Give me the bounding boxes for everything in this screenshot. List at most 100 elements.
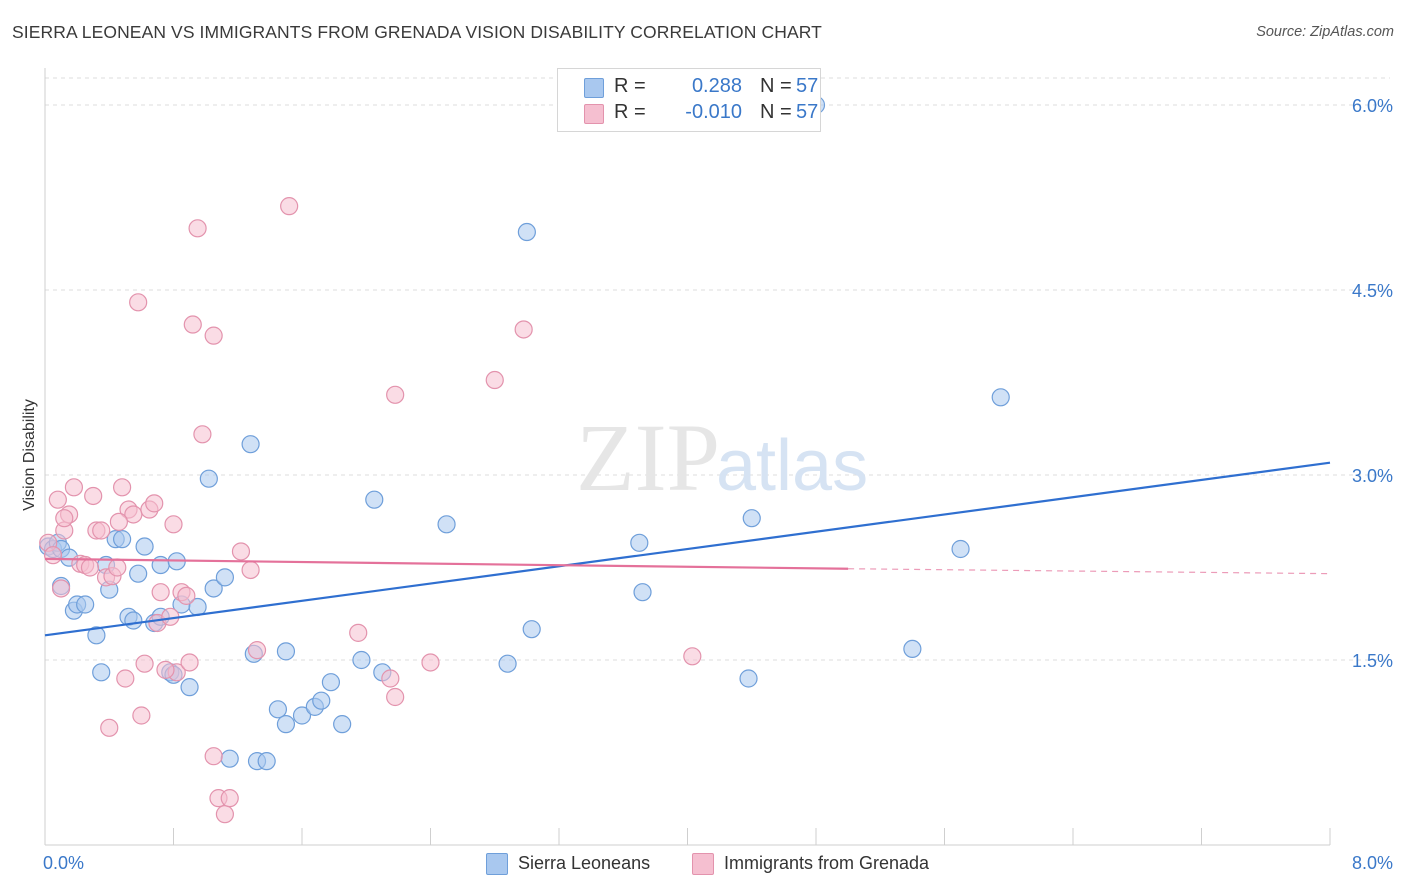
point-grenada: [241, 560, 260, 580]
legend-n-label: N =: [760, 75, 792, 97]
point-grenada: [100, 718, 119, 737]
legend-swatch-blue: [486, 853, 508, 875]
point-sierra-leonean: [112, 530, 132, 549]
point-grenada: [180, 653, 199, 672]
point-grenada: [84, 486, 103, 506]
legend-r-label: R =: [614, 75, 646, 97]
point-sierra-leonean: [135, 537, 154, 556]
point-grenada: [204, 747, 223, 766]
point-sierra-leonean: [129, 564, 148, 583]
point-sierra-leonean: [276, 715, 296, 734]
point-sierra-leonean: [522, 620, 541, 639]
tick-labels: 1.5% 3.0% 4.5% 6.0% 0.0% 8.0%: [43, 96, 1393, 873]
point-sierra-leonean: [220, 749, 239, 768]
point-grenada: [64, 478, 84, 497]
x-tick-label: 0.0%: [43, 853, 84, 873]
point-sierra-leonean: [87, 626, 106, 645]
point-grenada: [485, 370, 504, 390]
y-tick-label: 1.5%: [1352, 651, 1393, 671]
point-sierra-leonean: [199, 469, 218, 488]
point-grenada: [349, 623, 368, 642]
source-label: Source: ZipAtlas.com: [1256, 24, 1394, 40]
point-sierra-leonean: [124, 611, 143, 630]
point-grenada: [135, 654, 154, 673]
legend-r-label: R =: [614, 101, 646, 123]
point-sierra-leonean: [204, 579, 223, 598]
point-sierra-leonean: [180, 678, 199, 697]
legend-n-value: 57: [796, 101, 819, 123]
point-grenada: [204, 326, 223, 345]
point-grenada: [132, 706, 151, 725]
point-grenada: [193, 425, 212, 444]
point-grenada: [48, 490, 67, 509]
point-grenada: [381, 669, 400, 688]
point-sierra-leonean: [742, 509, 761, 528]
point-grenada: [156, 660, 175, 679]
point-sierra-leonean: [151, 555, 170, 575]
correlation-legend: R = 0.288 N = 57 R = -0.010 N = 57: [557, 68, 821, 132]
watermark-atlas: atlas: [716, 426, 868, 506]
point-grenada: [386, 687, 405, 707]
point-sierra-leonean: [268, 700, 288, 719]
legend-label: Sierra Leoneans: [518, 853, 651, 873]
point-grenada: [55, 509, 74, 528]
point-grenada: [92, 521, 111, 540]
point-sierra-leonean: [498, 654, 517, 673]
point-sierra-leonean: [241, 435, 260, 454]
point-sierra-leonean: [333, 715, 352, 734]
point-grenada: [386, 385, 405, 404]
legend-label: Immigrants from Grenada: [724, 853, 930, 873]
y-tick-label: 6.0%: [1352, 96, 1393, 116]
point-grenada: [164, 515, 183, 534]
point-grenada: [683, 647, 702, 666]
data-points: [39, 95, 1010, 824]
point-sierra-leonean: [321, 673, 341, 692]
point-grenada: [109, 512, 128, 531]
y-tick-label: 3.0%: [1352, 466, 1393, 486]
point-sierra-leonean: [215, 568, 234, 587]
point-sierra-leonean: [76, 595, 95, 614]
point-grenada: [280, 197, 299, 216]
point-grenada: [231, 542, 251, 561]
point-sierra-leonean: [312, 691, 331, 710]
point-grenada: [177, 586, 196, 605]
point-sierra-leonean: [517, 222, 536, 242]
y-axis-label: Vision Disability: [21, 399, 38, 511]
point-sierra-leonean: [630, 533, 649, 552]
point-grenada: [514, 320, 533, 339]
point-sierra-leonean: [292, 706, 312, 725]
point-grenada: [215, 805, 234, 824]
point-grenada: [220, 789, 239, 808]
x-tick-label: 8.0%: [1352, 853, 1393, 873]
chart-title: SIERRA LEONEAN VS IMMIGRANTS FROM GRENAD…: [12, 22, 822, 42]
legend-n-value: 57: [796, 75, 819, 97]
point-grenada: [183, 315, 202, 334]
legend-swatch-pink: [584, 104, 604, 124]
trend-lines: [44, 461, 1331, 637]
y-tick-label: 4.5%: [1352, 281, 1393, 301]
point-sierra-leonean: [951, 539, 970, 559]
point-grenada: [145, 494, 164, 513]
point-sierra-leonean: [257, 752, 276, 771]
point-grenada: [247, 641, 267, 660]
point-grenada: [129, 293, 148, 312]
watermark-zip: ZIP: [576, 404, 720, 511]
trend-line-grenada: [44, 557, 849, 570]
point-sierra-leonean: [633, 583, 652, 602]
point-sierra-leonean: [991, 388, 1010, 407]
legend-swatch-blue: [584, 78, 604, 98]
point-grenada: [80, 558, 100, 577]
legend-r-value: 0.288: [691, 75, 742, 97]
point-grenada: [43, 546, 63, 565]
point-grenada: [188, 219, 207, 238]
point-sierra-leonean: [92, 663, 111, 682]
point-sierra-leonean: [903, 639, 922, 659]
point-grenada: [108, 558, 127, 577]
trend-line-grenada-extension: [848, 568, 1331, 575]
point-sierra-leonean: [276, 642, 296, 661]
point-grenada: [421, 653, 440, 672]
legend-n-label: N =: [760, 101, 792, 123]
legend-r-value: -0.010: [685, 101, 742, 123]
point-sierra-leonean: [352, 650, 371, 670]
